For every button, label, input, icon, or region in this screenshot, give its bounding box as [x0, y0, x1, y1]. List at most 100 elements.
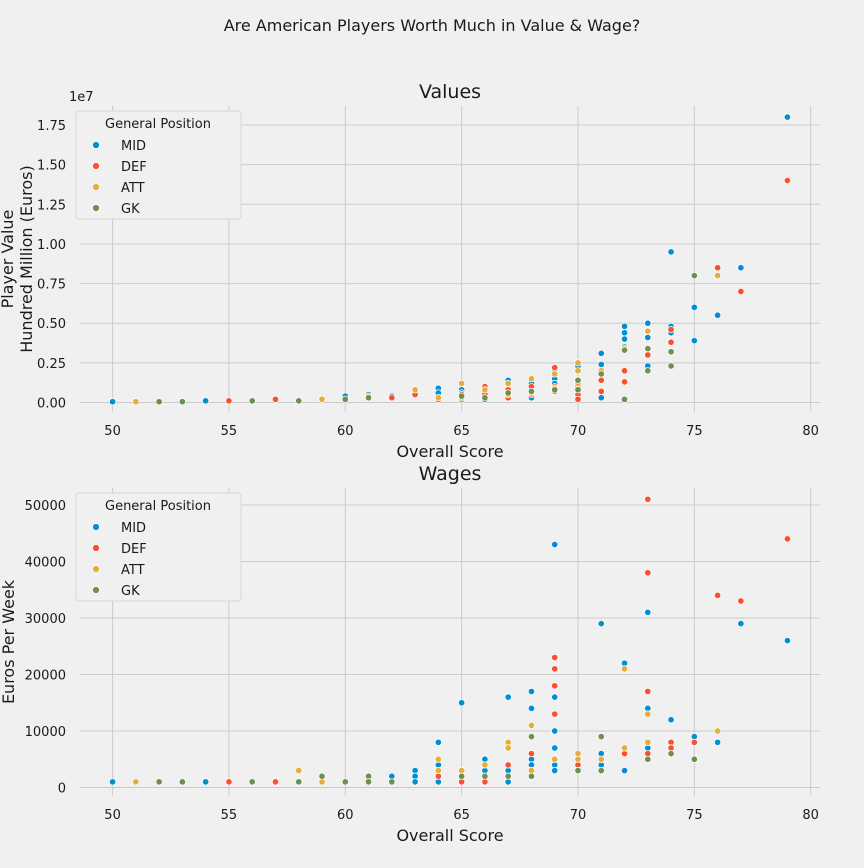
y-tick-label: 0.25	[37, 357, 66, 372]
x-axis-label: Overall Score	[396, 442, 503, 461]
data-point	[620, 767, 629, 775]
data-point	[620, 395, 629, 403]
data-point	[644, 345, 652, 353]
legend-marker-gk	[92, 586, 100, 594]
data-point	[318, 772, 326, 780]
data-point	[551, 710, 559, 718]
data-point	[551, 767, 559, 775]
x-tick-label: 70	[570, 808, 587, 823]
data-point	[365, 394, 373, 402]
data-point	[504, 379, 512, 388]
data-point	[737, 620, 745, 628]
data-point	[620, 744, 629, 752]
x-tick-label: 60	[337, 808, 354, 823]
data-point	[551, 682, 559, 690]
legend-title: General Position	[105, 117, 211, 132]
data-point	[714, 311, 722, 319]
data-point	[620, 346, 629, 354]
data-point	[388, 394, 396, 402]
data-point	[597, 349, 605, 357]
data-point	[597, 767, 605, 775]
data-point	[574, 755, 582, 763]
y-tick-label: 1.50	[37, 159, 66, 174]
legend: General Position MID DEF ATT GK	[75, 110, 242, 220]
legend-entry-gk: GK	[121, 202, 140, 217]
data-point	[690, 738, 698, 746]
data-point	[551, 693, 559, 701]
data-point	[667, 338, 675, 346]
y-tick-label: 1.75	[37, 119, 66, 134]
data-point	[667, 248, 675, 256]
data-point	[667, 348, 675, 356]
data-point	[620, 665, 629, 673]
data-point	[714, 727, 722, 735]
y-axis-label: Player ValueHundred Million (Euros)	[0, 165, 36, 352]
data-point	[783, 113, 791, 121]
data-point	[551, 727, 559, 735]
series-gk	[155, 272, 698, 406]
x-tick-label: 75	[686, 424, 703, 439]
data-point	[644, 319, 652, 327]
data-point	[620, 329, 629, 337]
x-tick-label: 80	[802, 424, 819, 439]
data-point	[132, 778, 140, 786]
data-point	[202, 397, 210, 405]
series-att	[132, 665, 722, 786]
data-point	[620, 335, 629, 343]
legend-entry-mid: MID	[121, 521, 146, 536]
data-point	[644, 569, 652, 577]
data-point	[551, 744, 559, 752]
data-point	[527, 704, 535, 712]
subplot-title: Values	[419, 81, 481, 103]
data-point	[690, 755, 698, 763]
data-point	[644, 495, 652, 503]
data-point	[434, 394, 442, 402]
data-point	[551, 386, 559, 394]
data-point	[597, 376, 605, 384]
data-point	[620, 322, 629, 330]
data-point	[574, 395, 582, 403]
x-tick-label: 65	[453, 424, 470, 439]
y-tick-label: 0.50	[37, 317, 66, 332]
data-point	[574, 386, 582, 394]
data-point	[527, 375, 535, 383]
data-point	[597, 387, 605, 395]
data-point	[248, 397, 256, 405]
subplot-2: 50 55 60 65 70 75 80 0 10000 20000 30000 40000 50000…	[0, 463, 820, 845]
data-point	[481, 761, 489, 769]
legend-entry-def: DEF	[121, 160, 147, 175]
data-point	[597, 755, 605, 763]
data-point	[248, 778, 256, 786]
data-point	[620, 378, 629, 386]
data-point	[109, 778, 117, 786]
legend-marker-mid	[92, 523, 100, 531]
data-point	[667, 326, 675, 334]
data-point	[551, 653, 559, 662]
data-point	[178, 778, 186, 786]
data-point	[667, 750, 675, 758]
x-tick-label: 60	[337, 424, 354, 439]
data-point	[295, 778, 303, 786]
x-tick-label: 80	[802, 808, 819, 823]
data-point	[737, 597, 745, 605]
x-tick-label: 65	[453, 808, 470, 823]
data-point	[551, 755, 559, 763]
data-point	[644, 333, 652, 342]
data-point	[411, 778, 419, 786]
data-point	[458, 379, 466, 388]
data-point	[644, 351, 652, 359]
data-point	[714, 591, 722, 599]
series-gk	[155, 733, 698, 786]
data-point	[434, 738, 442, 746]
series-att	[132, 272, 722, 406]
data-point	[597, 394, 605, 402]
legend-title: General Position	[105, 499, 211, 514]
x-axis-label: Overall Score	[396, 826, 503, 845]
data-point	[783, 637, 791, 645]
data-point	[504, 744, 512, 752]
y-tick-label: 1.00	[37, 238, 66, 253]
data-point	[737, 264, 745, 272]
data-point	[527, 733, 535, 741]
data-point	[644, 367, 652, 375]
data-point	[225, 397, 233, 405]
